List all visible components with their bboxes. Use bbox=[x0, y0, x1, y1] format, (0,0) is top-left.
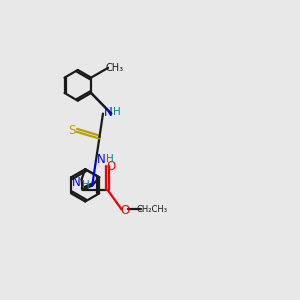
Text: N: N bbox=[104, 106, 113, 119]
Text: H: H bbox=[113, 107, 120, 117]
Text: N: N bbox=[97, 153, 106, 166]
Text: O: O bbox=[120, 204, 130, 217]
Text: CH₃: CH₃ bbox=[106, 63, 124, 73]
Text: CH₂CH₃: CH₂CH₃ bbox=[137, 205, 168, 214]
Text: H: H bbox=[82, 180, 89, 190]
Text: O: O bbox=[106, 160, 116, 173]
Text: N: N bbox=[72, 176, 81, 189]
Text: S: S bbox=[68, 124, 76, 137]
Text: H: H bbox=[106, 154, 113, 164]
